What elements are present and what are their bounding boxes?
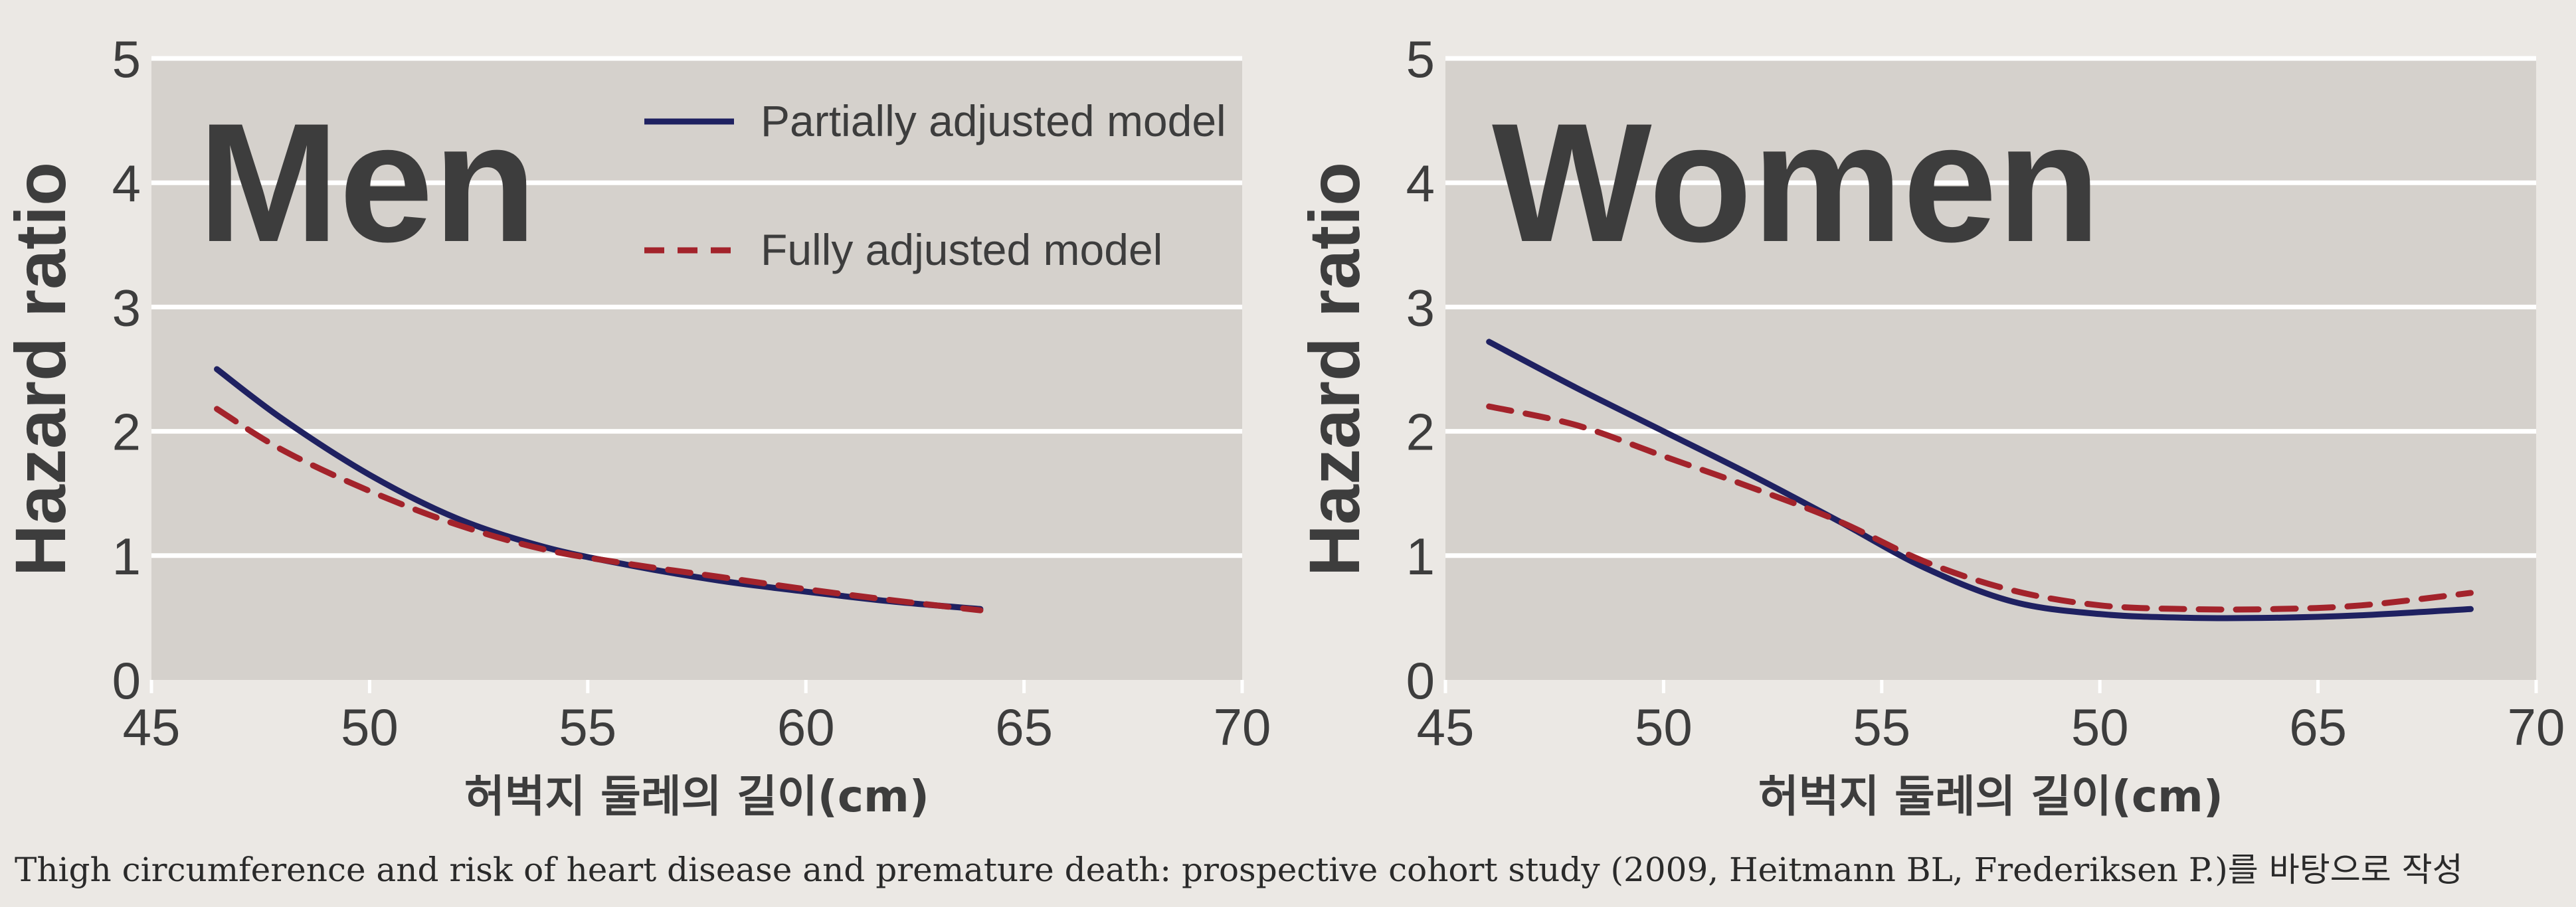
y-tick-labels: 0 1 2 3 4 5 <box>1406 30 1435 710</box>
x-tick-label: 65 <box>2289 698 2347 756</box>
x-tick-label: 45 <box>123 698 181 756</box>
y-axis-label: Hazard ratio <box>0 162 80 576</box>
x-tick-label: 65 <box>995 698 1053 756</box>
y-tick-label: 2 <box>1406 403 1435 461</box>
y-tick-label: 3 <box>112 278 141 337</box>
x-tick-label: 55 <box>1853 698 1910 756</box>
x-axis-label: 허벅지 둘레의 길이(cm) <box>1758 771 2223 822</box>
x-tick-labels: 45 50 55 50 65 70 <box>1417 680 2565 756</box>
legend: Partially adjusted model Fully adjusted … <box>644 96 1226 274</box>
series-lines <box>214 366 984 614</box>
x-tick-label: 60 <box>777 698 835 756</box>
series-line-fully-adjusted <box>214 406 984 614</box>
chart-title: Men <box>198 88 537 278</box>
gridlines <box>1445 56 2536 558</box>
x-tick-label: 45 <box>1417 698 1475 756</box>
x-axis-label: 허벅지 둘레의 길이(cm) <box>464 771 929 822</box>
y-tick-label: 0 <box>112 651 141 710</box>
y-tick-labels: 0 1 2 3 4 5 <box>112 30 141 710</box>
x-tick-label: 50 <box>2071 698 2129 756</box>
y-tick-label: 3 <box>1406 278 1435 337</box>
y-tick-label: 5 <box>1406 30 1435 88</box>
legend-label-partial: Partially adjusted model <box>761 96 1226 145</box>
y-tick-label: 4 <box>112 154 141 212</box>
legend-label-full: Fully adjusted model <box>761 225 1162 274</box>
x-tick-label: 50 <box>341 698 399 756</box>
chart-title: Women <box>1492 88 2100 278</box>
x-tick-label: 55 <box>559 698 616 756</box>
y-axis-label: Hazard ratio <box>1294 162 1374 576</box>
x-tick-label: 50 <box>1635 698 1693 756</box>
series-line-partially-adjusted <box>1486 339 2474 621</box>
x-tick-label: 70 <box>2508 698 2565 756</box>
y-tick-label: 0 <box>1406 651 1435 710</box>
x-tick-label: 70 <box>1214 698 1271 756</box>
y-tick-label: 5 <box>112 30 141 88</box>
y-tick-label: 1 <box>112 527 141 586</box>
y-tick-label: 4 <box>1406 154 1435 212</box>
x-tick-labels: 45 50 55 60 65 70 <box>123 680 1271 756</box>
source-caption: Thigh circumference and risk of heart di… <box>15 851 2463 889</box>
y-tick-label: 2 <box>112 403 141 461</box>
y-tick-label: 1 <box>1406 527 1435 586</box>
series-lines <box>1486 339 2474 621</box>
series-line-fully-adjusted <box>1486 403 2474 613</box>
plot-area <box>1445 58 2536 680</box>
gridlines <box>151 56 1242 558</box>
